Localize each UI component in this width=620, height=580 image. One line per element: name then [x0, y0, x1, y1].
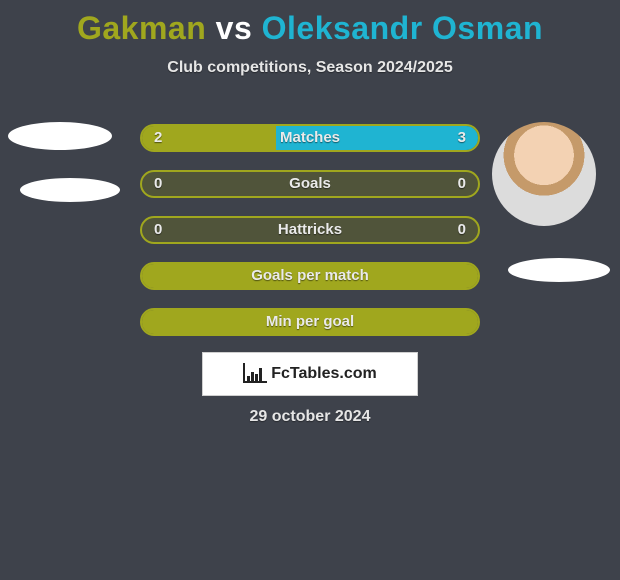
- stat-bar: Matches2 3: [140, 124, 480, 152]
- date-label: 29 october 2024: [0, 408, 620, 426]
- bar-left-value: 0: [142, 218, 174, 242]
- bar-label: Min per goal: [142, 310, 478, 334]
- bar-label: Goals per match: [142, 264, 478, 288]
- bar-right-value: 3: [446, 126, 478, 150]
- stat-bar: Goals0 0: [140, 170, 480, 198]
- bar-label: Goals: [142, 172, 478, 196]
- avatar-left-placeholder-2: [20, 178, 120, 202]
- page-title: Gakman vs Oleksandr Osman: [0, 0, 620, 47]
- subtitle: Club competitions, Season 2024/2025: [0, 59, 620, 77]
- bar-right-value: 0: [446, 172, 478, 196]
- stat-bar: Goals per match: [140, 262, 480, 290]
- avatar-right-placeholder: [508, 258, 610, 282]
- bar-label: Hattricks: [142, 218, 478, 242]
- stat-bars: Matches23Goals00Hattricks00Goals per mat…: [140, 124, 480, 354]
- bar-chart-icon: [243, 365, 265, 383]
- bar-left-value: 2: [142, 126, 174, 150]
- title-left: Gakman: [77, 10, 206, 46]
- bar-label: Matches: [142, 126, 478, 150]
- avatar-left-placeholder-1: [8, 122, 112, 150]
- avatar-right: [492, 122, 596, 226]
- source-logo: FcTables.com: [202, 352, 418, 396]
- stat-bar: Min per goal: [140, 308, 480, 336]
- source-logo-text: FcTables.com: [271, 365, 377, 383]
- bar-left-value: 0: [142, 172, 174, 196]
- title-vs: vs: [206, 10, 261, 46]
- bar-right-value: 0: [446, 218, 478, 242]
- stat-bar: Hattricks0 0: [140, 216, 480, 244]
- title-right: Oleksandr Osman: [262, 10, 543, 46]
